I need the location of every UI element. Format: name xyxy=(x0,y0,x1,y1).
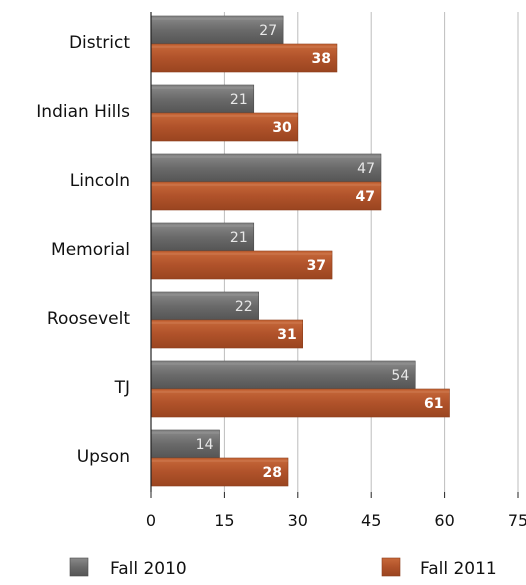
x-tick-label-0: 0 xyxy=(146,511,156,530)
bar-fall-2011-lincoln xyxy=(150,181,382,211)
x-tick-label-15: 15 xyxy=(214,511,234,530)
bar-fall-2010-upson xyxy=(150,429,220,459)
data-label-fall-2011-indian-hills: 30 xyxy=(272,120,292,136)
data-label-fall-2010-indian-hills: 21 xyxy=(230,92,248,108)
legend-label-fall-2010: Fall 2010 xyxy=(110,559,187,579)
bar-fall-2011-upson xyxy=(150,457,289,487)
x-tick-label-60: 60 xyxy=(434,511,454,530)
category-labels: District Indian Hills Lincoln Memorial Roose… xyxy=(36,33,130,467)
data-label-fall-2010-memorial: 21 xyxy=(230,230,248,246)
legend-label-fall-2011: Fall 2011 xyxy=(420,559,497,579)
bar-fall-2011-tj xyxy=(150,388,450,418)
data-label-fall-2011-district: 38 xyxy=(311,51,330,67)
x-tick-label-75: 75 xyxy=(508,511,526,530)
data-label-fall-2011-memorial: 37 xyxy=(307,258,326,274)
x-axis: 0 15 30 45 60 75 xyxy=(146,12,526,530)
data-label-fall-2010-lincoln: 47 xyxy=(357,161,375,177)
data-label-fall-2010-tj: 54 xyxy=(391,368,409,384)
legend-swatch-fall-2011 xyxy=(381,557,401,577)
data-label-fall-2011-upson: 28 xyxy=(263,465,282,481)
bar-fall-2011-indian-hills xyxy=(150,112,299,142)
category-label-tj: TJ xyxy=(114,378,130,398)
bar-fall-2010-indian-hills xyxy=(150,84,255,114)
category-label-district: District xyxy=(69,33,130,53)
category-label-indian-hills: Indian Hills xyxy=(36,102,130,122)
data-label-fall-2010-upson: 14 xyxy=(196,437,214,453)
data-label-fall-2011-tj: 61 xyxy=(424,396,443,412)
data-label-fall-2011-roosevelt: 31 xyxy=(277,327,296,343)
legend-swatch-fall-2010 xyxy=(69,557,89,577)
legend: Fall 2010 Fall 2011 xyxy=(69,557,497,579)
x-tick-label-30: 30 xyxy=(288,511,308,530)
bar-fall-2011-memorial xyxy=(150,250,333,280)
bar-fall-2010-memorial xyxy=(150,222,255,252)
category-label-upson: Upson xyxy=(77,447,130,467)
bar-fall-2010-district xyxy=(150,15,284,45)
data-label-fall-2010-roosevelt: 22 xyxy=(235,299,253,315)
bar-fall-2010-tj xyxy=(150,360,416,390)
data-label-fall-2011-lincoln: 47 xyxy=(356,189,375,205)
category-label-lincoln: Lincoln xyxy=(70,171,130,191)
bar-fall-2010-lincoln xyxy=(150,153,382,183)
category-label-memorial: Memorial xyxy=(51,240,130,260)
category-label-roosevelt: Roosevelt xyxy=(47,309,130,329)
bars: 27 38 21 30 47 47 21 37 22 31 54 61 14 28 xyxy=(150,15,450,487)
x-tick-label-45: 45 xyxy=(361,511,381,530)
data-label-fall-2010-district: 27 xyxy=(259,23,277,39)
bar-fall-2011-district xyxy=(150,43,338,73)
